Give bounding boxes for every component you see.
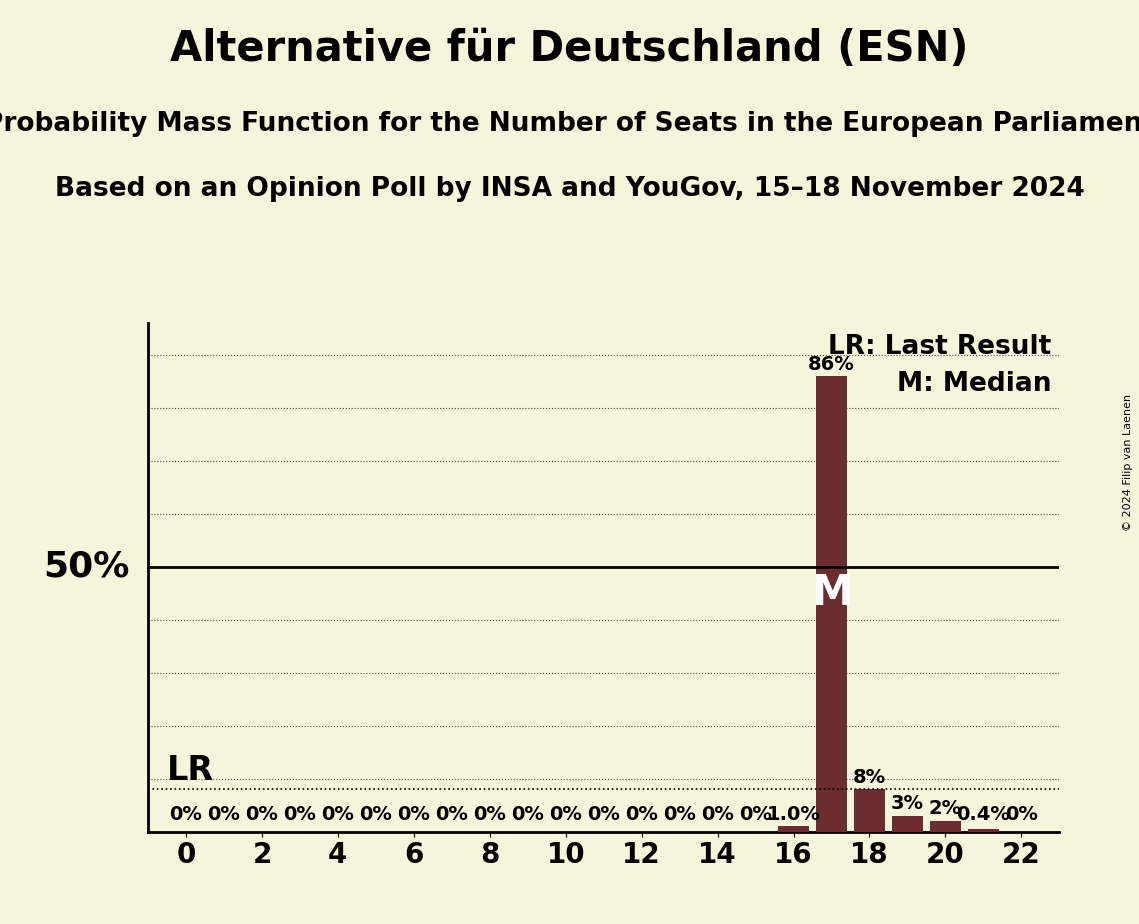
Bar bbox=[892, 816, 923, 832]
Text: 8%: 8% bbox=[853, 768, 886, 786]
Text: 0%: 0% bbox=[435, 805, 468, 823]
Bar bbox=[817, 376, 846, 832]
Text: 0%: 0% bbox=[549, 805, 582, 823]
Text: 0%: 0% bbox=[1005, 805, 1038, 823]
Text: 0%: 0% bbox=[170, 805, 203, 823]
Text: Based on an Opinion Poll by INSA and YouGov, 15–18 November 2024: Based on an Opinion Poll by INSA and You… bbox=[55, 176, 1084, 201]
Text: 0%: 0% bbox=[511, 805, 544, 823]
Text: 2%: 2% bbox=[928, 799, 962, 819]
Text: 3%: 3% bbox=[891, 794, 924, 813]
Text: 0%: 0% bbox=[321, 805, 354, 823]
Text: 0.4%: 0.4% bbox=[957, 805, 1010, 823]
Text: LR: LR bbox=[167, 754, 214, 786]
Text: 0%: 0% bbox=[246, 805, 278, 823]
Text: 1.0%: 1.0% bbox=[767, 805, 820, 823]
Bar bbox=[968, 830, 999, 832]
Bar bbox=[931, 821, 960, 832]
Text: 0%: 0% bbox=[284, 805, 317, 823]
Bar bbox=[854, 789, 885, 832]
Text: 0%: 0% bbox=[702, 805, 734, 823]
Text: © 2024 Filip van Laenen: © 2024 Filip van Laenen bbox=[1123, 394, 1133, 530]
Bar bbox=[778, 826, 809, 832]
Text: Probability Mass Function for the Number of Seats in the European Parliament: Probability Mass Function for the Number… bbox=[0, 111, 1139, 137]
Text: 86%: 86% bbox=[808, 355, 855, 373]
Text: LR: Last Result: LR: Last Result bbox=[828, 334, 1051, 360]
Text: 0%: 0% bbox=[207, 805, 240, 823]
Text: M: M bbox=[811, 572, 852, 614]
Text: 0%: 0% bbox=[474, 805, 506, 823]
Text: 0%: 0% bbox=[663, 805, 696, 823]
Text: 50%: 50% bbox=[42, 550, 129, 584]
Text: 0%: 0% bbox=[360, 805, 392, 823]
Text: 0%: 0% bbox=[398, 805, 431, 823]
Text: M: Median: M: Median bbox=[898, 371, 1051, 397]
Text: 0%: 0% bbox=[625, 805, 658, 823]
Text: Alternative für Deutschland (ESN): Alternative für Deutschland (ESN) bbox=[170, 28, 969, 69]
Text: 0%: 0% bbox=[588, 805, 620, 823]
Text: 0%: 0% bbox=[739, 805, 772, 823]
